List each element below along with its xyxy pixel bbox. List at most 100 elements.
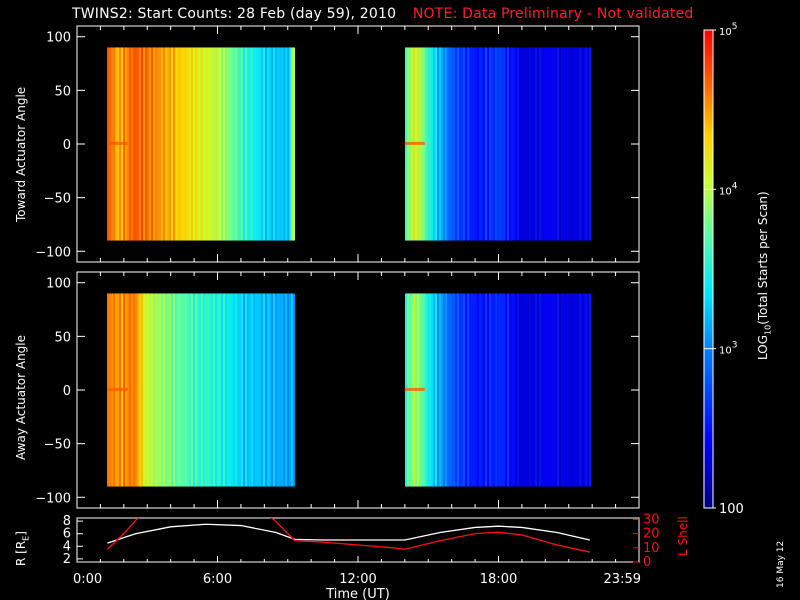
heatmap-column	[439, 47, 441, 241]
colorbar-tick-exp: 5	[732, 22, 738, 32]
heatmap-column	[227, 47, 229, 241]
heatmap-column	[261, 293, 263, 487]
heatmap-column	[133, 293, 135, 487]
xtick-label: 23:59	[604, 572, 641, 587]
heatmap-column	[459, 47, 461, 241]
heatmap-column	[235, 293, 237, 487]
heatmap-column	[261, 47, 263, 241]
heatmap-column	[191, 47, 193, 241]
heatmap-column	[543, 47, 545, 241]
heatmap-column	[553, 293, 555, 487]
heatmap-column	[181, 293, 183, 487]
heatmap-column	[571, 293, 573, 487]
heatmap-column	[249, 47, 251, 241]
heatmap-column	[461, 293, 463, 487]
heatmap-column	[555, 293, 557, 487]
heatmap-column	[267, 293, 269, 487]
heatmap-column	[243, 293, 245, 487]
heatmap-column	[473, 293, 475, 487]
heatmap-column	[521, 47, 523, 241]
heatmap-column	[583, 47, 585, 241]
heatmap-column	[479, 47, 481, 241]
heatmap-column	[477, 293, 479, 487]
heatmap-column	[561, 293, 563, 487]
heatmap-column	[455, 293, 457, 487]
heatmap-column	[563, 293, 565, 487]
heatmap-column	[543, 293, 545, 487]
heatmap-column	[163, 293, 165, 487]
heatmap-column	[475, 293, 477, 487]
heatmap-column	[281, 47, 283, 241]
heatmap-column	[207, 47, 209, 241]
heatmap-column	[263, 293, 265, 487]
colorbar-tick-label: 105	[719, 22, 737, 38]
heatmap-column	[467, 293, 469, 487]
ytick-label: 50	[54, 84, 71, 99]
heatmap-column	[441, 47, 443, 241]
heatmap-column	[433, 293, 435, 487]
heatmap-column	[505, 293, 507, 487]
heatmap-column	[545, 293, 547, 487]
heatmap-column	[289, 47, 291, 241]
title-main: TWINS2: Start Counts: 28 Feb (day 59), 2…	[72, 6, 397, 22]
heatmap-column	[429, 293, 431, 487]
heatmap-column	[495, 293, 497, 487]
heatmap-column	[231, 47, 233, 241]
heatmap-column	[235, 47, 237, 241]
heatmap-column	[239, 47, 241, 241]
heatmap-column	[275, 293, 277, 487]
heatmap-column	[189, 293, 191, 487]
heatmap-column	[135, 293, 137, 487]
heatmap-column	[141, 293, 143, 487]
heatmap-column	[185, 47, 187, 241]
xtick-label: 0:00	[73, 572, 102, 587]
heatmap-column	[131, 47, 133, 241]
heatmap-column	[169, 293, 171, 487]
heatmap-column	[143, 47, 145, 241]
heatmap-column	[425, 293, 427, 487]
heatmap-column	[203, 47, 205, 241]
heatmap-column	[141, 47, 143, 241]
heatmap-column	[483, 293, 485, 487]
heatmap-column	[279, 47, 281, 241]
heatmap-column	[259, 293, 261, 487]
heatmap-column	[545, 47, 547, 241]
heatmap-column	[427, 293, 429, 487]
heatmap-column	[137, 47, 139, 241]
heatmap-column	[277, 47, 279, 241]
heatmap-column	[443, 293, 445, 487]
heatmap-column	[165, 293, 167, 487]
heatmap-column	[179, 47, 181, 241]
heatmap-column	[223, 293, 225, 487]
heatmap-column	[523, 47, 525, 241]
heatmap-column	[473, 47, 475, 241]
heatmap-column	[443, 47, 445, 241]
ytick-label: 100	[46, 31, 71, 46]
heatmap-column	[427, 47, 429, 241]
heatmap-column	[431, 293, 433, 487]
heatmap-column	[531, 47, 533, 241]
heatmap-column	[459, 293, 461, 487]
heatmap-column	[425, 47, 427, 241]
heatmap-column	[501, 293, 503, 487]
heatmap-column	[189, 47, 191, 241]
heatmap-column	[547, 47, 549, 241]
heatmap-column	[159, 293, 161, 487]
heatmap-column	[437, 47, 439, 241]
heatmap-column	[277, 293, 279, 487]
heatmap-column	[293, 47, 295, 241]
heatmap-column	[245, 293, 247, 487]
zero-angle-streak	[404, 141, 425, 145]
heatmap-column	[529, 47, 531, 241]
heatmap-column	[527, 293, 529, 487]
heatmap-column	[505, 47, 507, 241]
heatmap-column	[487, 293, 489, 487]
heatmap-column	[579, 293, 581, 487]
heatmap-column	[447, 293, 449, 487]
heatmap-column	[195, 293, 197, 487]
heatmap-column	[493, 47, 495, 241]
heatmap-column	[215, 47, 217, 241]
heatmap-column	[489, 47, 491, 241]
heatmap-column	[519, 293, 521, 487]
heatmap-column	[503, 47, 505, 241]
